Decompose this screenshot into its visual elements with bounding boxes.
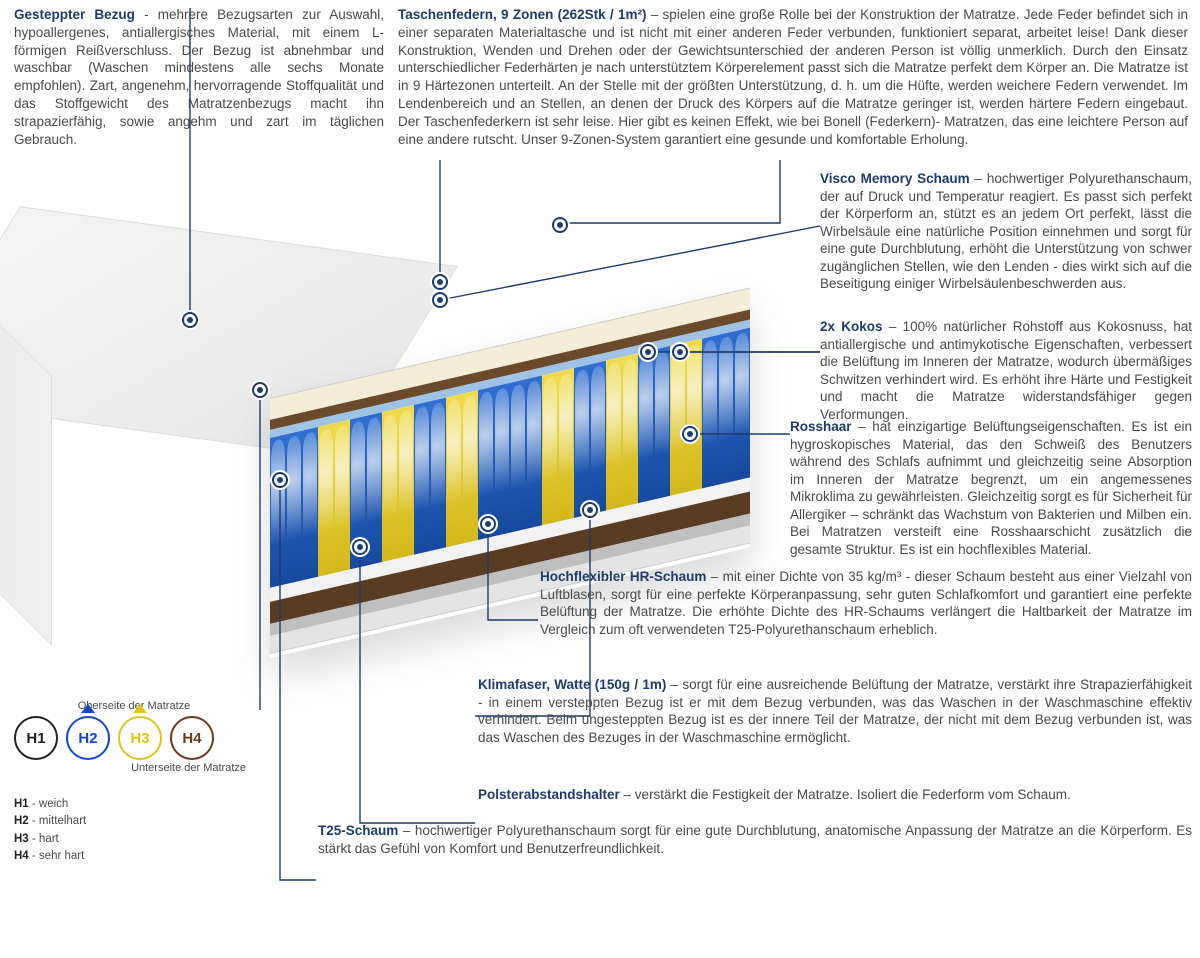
top-col-federn: Taschenfedern, 9 Zonen (262Stk / 1m²) – …: [398, 6, 1188, 149]
pocket-spring: [270, 434, 286, 588]
callout-marker: [432, 274, 448, 290]
hardness-line: H1 - weich: [14, 796, 254, 813]
title-visco: Visco Memory Schaum: [820, 171, 970, 186]
top-col-bezug: Gesteppter Bezug - mehrere Bezugsarten z…: [14, 6, 384, 149]
pocket-spring: [286, 431, 302, 585]
hardness-circle-h2: H2: [66, 716, 110, 760]
text-polster: – verstärkt die Festigkeit der Matratze.…: [620, 787, 1071, 802]
pocket-spring: [638, 350, 654, 504]
pocket-spring: [542, 372, 558, 526]
pocket-spring: [382, 408, 398, 562]
legend-circles: H1H2H3H4: [14, 716, 254, 760]
block-t25: T25-Schaum – hochwertiger Polyurethansch…: [318, 822, 1192, 857]
callout-marker: [582, 502, 598, 518]
block-klima: Klimafaser, Watte (150g / 1m) – sorgt fü…: [478, 676, 1192, 746]
callout-marker: [272, 472, 288, 488]
pocket-spring: [318, 423, 334, 577]
title-klima: Klimafaser, Watte (150g / 1m): [478, 677, 666, 692]
pocket-spring: [558, 368, 574, 522]
block-polster: Polsterabstandshalter – verstärkt die Fe…: [478, 786, 1192, 804]
pocket-spring: [510, 379, 526, 533]
pocket-spring: [686, 339, 702, 493]
block-hr: Hochflexibler HR-Schaum – mit einer Dich…: [540, 568, 1192, 638]
callout-marker: [640, 344, 656, 360]
callout-marker: [682, 426, 698, 442]
block-visco: Visco Memory Schaum – hochwertiger Polyu…: [820, 170, 1192, 293]
pocket-spring: [414, 401, 430, 555]
hardness-list: H1 - weichH2 - mittelhartH3 - hartH4 - s…: [14, 796, 254, 865]
block-rosshaar: Rosshaar – hat einzigartige Belüftungsei…: [790, 418, 1192, 558]
pocket-spring: [302, 427, 318, 581]
pocket-spring: [430, 397, 446, 551]
pocket-spring: [590, 361, 606, 515]
hardness-line: H3 - hart: [14, 831, 254, 848]
label-federn-text: – spielen eine große Rolle bei der Konst…: [398, 7, 1188, 147]
pocket-spring: [446, 394, 462, 548]
legend-bottom-label: Unterseite der Matratze: [14, 762, 254, 774]
pocket-spring: [654, 346, 670, 500]
callout-marker: [352, 539, 368, 555]
text-visco: – hochwertiger Polyurethanschaum, der au…: [820, 171, 1192, 291]
text-kokos: – 100% natürlicher Rohstoff aus Kokosnus…: [820, 319, 1192, 422]
title-polster: Polsterabstandshalter: [478, 787, 620, 802]
pocket-spring: [494, 383, 510, 537]
callout-marker: [480, 516, 496, 532]
callout-marker: [252, 382, 268, 398]
hardness-circle-h1: H1: [14, 716, 58, 760]
callout-marker: [182, 312, 198, 328]
hardness-circle-h4: H4: [170, 716, 214, 760]
callout-marker: [552, 217, 568, 233]
title-hr: Hochflexibler HR-Schaum: [540, 569, 706, 584]
pocket-spring: [670, 342, 686, 496]
pocket-spring: [702, 335, 718, 489]
pocket-spring: [526, 375, 542, 529]
pocket-spring: [366, 412, 382, 566]
pocket-spring: [718, 331, 734, 485]
hardness-circle-h3: H3: [118, 716, 162, 760]
label-bezug-title: Gesteppter Bezug: [14, 7, 135, 22]
pocket-spring: [398, 405, 414, 559]
pocket-spring: [734, 328, 750, 482]
pocket-spring: [574, 364, 590, 518]
hardness-line: H4 - sehr hart: [14, 848, 254, 865]
title-rosshaar: Rosshaar: [790, 419, 852, 434]
label-bezug-text: - mehrere Bezugsarten zur Auswahl, hypoa…: [14, 7, 384, 147]
text-rosshaar: – hat einzigartige Belüftungseigenschaft…: [790, 419, 1192, 557]
title-t25: T25-Schaum: [318, 823, 398, 838]
hardness-legend: Oberseite der Matratze H1H2H3H4 Untersei…: [14, 700, 254, 865]
pocket-spring: [462, 390, 478, 544]
pocket-spring: [622, 353, 638, 507]
pocket-spring: [334, 420, 350, 574]
callout-marker: [432, 292, 448, 308]
block-kokos: 2x Kokos – 100% natürlicher Rohstoff aus…: [820, 318, 1192, 423]
title-kokos: 2x Kokos: [820, 319, 883, 334]
text-t25: – hochwertiger Polyurethanschaum sorgt f…: [318, 823, 1192, 856]
hardness-line: H2 - mittelhart: [14, 813, 254, 830]
top-row: Gesteppter Bezug - mehrere Bezugsarten z…: [0, 0, 1200, 149]
callout-marker: [672, 344, 688, 360]
label-federn-title: Taschenfedern, 9 Zonen (262Stk / 1m²): [398, 7, 646, 22]
pocket-spring: [606, 357, 622, 511]
